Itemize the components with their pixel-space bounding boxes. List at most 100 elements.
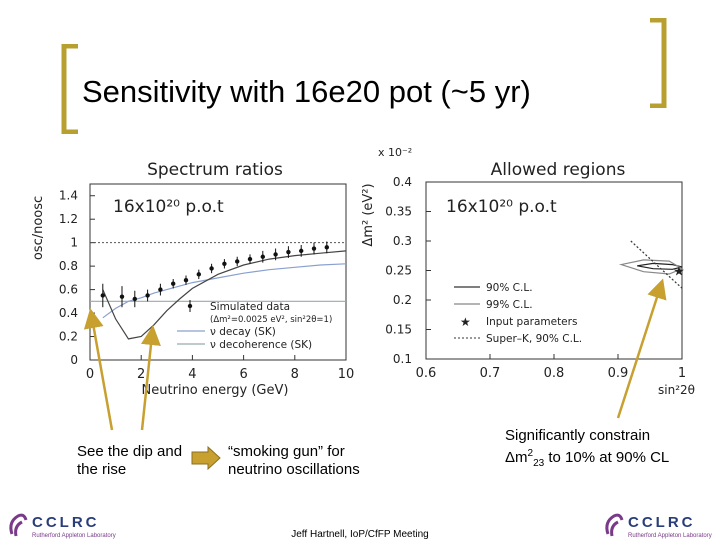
allowed-y-multiplier: x 10⁻² <box>378 146 412 159</box>
data-point <box>260 254 265 259</box>
caption-constrain: Significantly constrain Δm223 to 10% at … <box>505 427 675 473</box>
data-point <box>145 293 150 298</box>
allowed-plot-title: Allowed regions <box>491 160 626 180</box>
legend-decoherence: ν decoherence (SK) <box>210 339 312 351</box>
arrow-right-icon <box>191 445 221 471</box>
legend-simulated-data-marker <box>187 300 193 312</box>
data-point <box>273 252 278 257</box>
swirl-icon <box>9 513 28 537</box>
caption-smoking-gun: “smoking gun” for neutrino oscillations <box>228 443 360 478</box>
caption-dip-rise: See the dip and the rise <box>77 443 183 478</box>
right-bracket <box>650 18 667 108</box>
allowed-y-tick-label: 0.1 <box>393 352 412 366</box>
data-point <box>247 256 253 262</box>
spectrum-y-axis-label: osc/noosc <box>31 196 46 260</box>
allowed-y-tick-label: 0.15 <box>385 323 412 337</box>
cclrc-logo-right: CCLRC Rutherford Appleton Laboratory <box>600 510 720 545</box>
legend-superk: Super–K, 90% C.L. <box>486 333 582 345</box>
data-point <box>196 272 201 277</box>
allowed-x-tick-label: 0.6 <box>416 366 437 381</box>
allowed-x-tick-label: 0.7 <box>480 366 501 381</box>
caption-sub: 23 <box>533 458 545 469</box>
allowed-y-axis-label: Δm² (eV²) <box>362 183 376 246</box>
data-point <box>222 261 227 266</box>
legend-input-star-icon: ★ <box>460 315 471 329</box>
arrow-to-rise <box>140 325 161 431</box>
allowed-x-tick-label: 1 <box>678 366 686 381</box>
data-point <box>209 266 214 271</box>
legend-simulated-data: Simulated data <box>210 301 290 313</box>
cclrc-logo-left-graphic: CCLRC Rutherford Appleton Laboratory <box>9 513 116 539</box>
spectrum-x-tick-label: 6 <box>239 367 247 382</box>
spectrum-x-tick-label: 0 <box>86 367 94 382</box>
allowed-y-tick-label: 0.4 <box>393 175 412 189</box>
data-point <box>183 278 189 283</box>
data-point <box>119 294 125 299</box>
left-bracket-path <box>61 44 78 134</box>
data-point <box>299 248 304 254</box>
data-point <box>158 287 163 292</box>
spectrum-y-tick-label: 0 <box>70 353 78 367</box>
legend-point <box>187 303 193 309</box>
allowed-legend: 90% C.L. 99% C.L. ★ Input parameters Sup… <box>454 282 582 345</box>
data-point <box>235 259 240 264</box>
legend-decay: ν decay (SK) <box>210 326 276 338</box>
caption-sup: 2 <box>527 448 534 459</box>
data-point <box>100 293 106 298</box>
spectrum-x-tick-label: 4 <box>188 367 196 382</box>
legend-90cl: 90% C.L. <box>486 282 533 294</box>
logo-right-subtitle: Rutherford Appleton Laboratory <box>628 533 712 539</box>
allowed-pot-annotation: 16x10²⁰ p.o.t <box>446 197 557 217</box>
swirl-icon <box>605 513 624 537</box>
series-oscillation-line <box>102 250 347 340</box>
slide-title: Sensitivity with 16e20 pot (~5 yr) <box>82 74 531 109</box>
logo-left-text: CCLRC <box>32 514 100 531</box>
spectrum-legend: Simulated data (Δm²=0.0025 eV², sin²2θ=1… <box>177 301 332 351</box>
legend-simulated-data-detail: (Δm²=0.0025 eV², sin²2θ=1) <box>210 315 332 325</box>
spectrum-plot-title: Spectrum ratios <box>147 160 283 180</box>
spectrum-y-tick-label: 1.2 <box>59 212 78 226</box>
arrow-to-contour <box>616 278 667 419</box>
legend-99cl: 99% C.L. <box>486 299 533 311</box>
data-point <box>132 296 137 302</box>
logo-left-subtitle: Rutherford Appleton Laboratory <box>32 533 116 539</box>
allowed-x-tick-label: 0.9 <box>608 366 629 381</box>
data-point <box>171 281 176 286</box>
allowed-y-tick-label: 0.25 <box>385 264 412 278</box>
legend-input-params: Input parameters <box>486 316 577 328</box>
spectrum-pot-annotation: 16x10²⁰ p.o.t <box>113 197 224 217</box>
cclrc-logo-left: CCLRC Rutherford Appleton Laboratory <box>4 510 154 545</box>
logo-right-text: CCLRC <box>628 514 696 531</box>
spectrum-y-tick-label: 1 <box>70 236 78 250</box>
allowed-y-tick-label: 0.3 <box>393 234 412 248</box>
spectrum-x-tick-label: 2 <box>137 367 145 382</box>
data-point <box>286 249 291 255</box>
spectrum-y-tick-label: 0.8 <box>59 259 78 273</box>
right-bracket-path <box>650 18 667 108</box>
spectrum-plot-frame <box>89 183 347 361</box>
footer-text: Jeff Hartnell, IoP/CfFP Meeting <box>291 529 429 540</box>
left-bracket <box>61 44 78 134</box>
cclrc-logo-right-graphic: CCLRC Rutherford Appleton Laboratory <box>605 513 712 539</box>
data-point <box>311 246 317 251</box>
allowed-x-tick-label: 0.8 <box>544 366 565 381</box>
spectrum-y-tick-label: 0.4 <box>59 306 78 320</box>
contour-superk <box>630 240 683 289</box>
spectrum-x-tick-label: 8 <box>291 367 299 382</box>
arrow-to-dip <box>83 308 114 431</box>
allowed-y-tick-label: 0.2 <box>393 293 412 307</box>
spectrum-ratio-plot: Spectrum ratios 16x10²⁰ p.o.t osc/noosc … <box>31 160 355 398</box>
caption-constrain-prefix: Significantly constrain Δm <box>505 427 651 466</box>
caption-constrain-suffix: to 10% at 90% CL <box>544 449 670 466</box>
spectrum-x-axis-label: Neutrino energy (GeV) <box>142 383 289 398</box>
input-parameter-star-icon: ★ <box>673 265 685 280</box>
data-point <box>324 245 329 250</box>
spectrum-y-tick-label: 0.6 <box>59 283 78 297</box>
spectrum-y-tick-label: 0.2 <box>59 330 78 344</box>
allowed-y-tick-label: 0.35 <box>385 205 412 219</box>
spectrum-x-tick-label: 10 <box>338 367 355 382</box>
contour-90cl <box>637 262 683 270</box>
contour-99cl <box>618 259 684 275</box>
allowed-regions-plot: Allowed regions 16x10²⁰ p.o.t x 10⁻² Δm²… <box>362 146 695 397</box>
spectrum-y-tick-label: 1.4 <box>59 189 78 203</box>
